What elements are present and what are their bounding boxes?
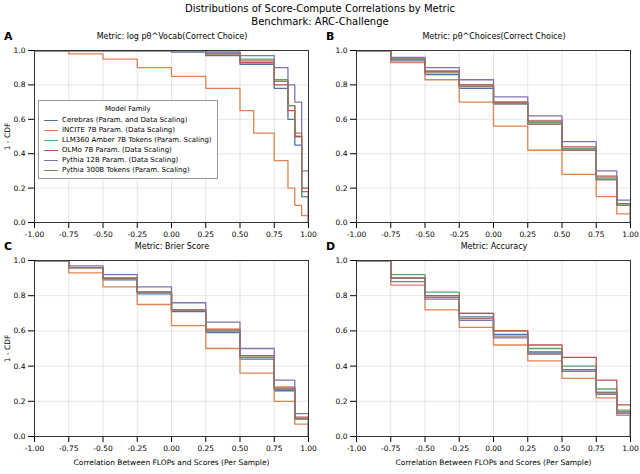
svg-text:0.00: 0.00	[485, 230, 502, 239]
svg-text:-0.75: -0.75	[381, 444, 401, 453]
html-text:Pythia 12B Param. (Data Scalin: Pythia 12B Param. (Data Scaling)	[62, 156, 179, 164]
svg-text:0.50: 0.50	[232, 230, 249, 239]
svg-text:-0.75: -0.75	[59, 444, 79, 453]
svg-text:-0.25: -0.25	[128, 444, 148, 453]
svg-text:0.2: 0.2	[336, 184, 348, 193]
svg-text:0.25: 0.25	[197, 230, 214, 239]
svg-text:0.50: 0.50	[554, 230, 571, 239]
svg-text:1.00: 1.00	[300, 230, 317, 239]
svg-text:-1.00: -1.00	[25, 230, 45, 239]
svg-text:0.6: 0.6	[336, 115, 348, 124]
svg-text:0.8: 0.8	[14, 291, 26, 300]
svg-text:0.4: 0.4	[14, 362, 26, 371]
svg-text:0.75: 0.75	[266, 230, 283, 239]
svg-text:0.75: 0.75	[266, 444, 283, 453]
svg-text:-0.25: -0.25	[450, 444, 470, 453]
html-text:LLM360 Amber 7B Tokens (Param.: LLM360 Amber 7B Tokens (Param. Scaling)	[62, 136, 212, 144]
svg-text:0.0: 0.0	[336, 432, 348, 441]
html-text:Metric: Brier Score: Metric: Brier Score	[134, 242, 210, 251]
svg-text:0.00: 0.00	[163, 444, 180, 453]
html-text:Pythia 300B Tokens (Param. Sca: Pythia 300B Tokens (Param. Scaling)	[62, 166, 190, 174]
svg-text:0.50: 0.50	[554, 444, 571, 453]
svg-text:1.0: 1.0	[14, 256, 26, 265]
html-text:Cerebras (Param. and Data Scal: Cerebras (Param. and Data Scaling)	[62, 116, 188, 124]
svg-text:1.0: 1.0	[336, 46, 348, 55]
svg-text:-0.25: -0.25	[450, 230, 470, 239]
svg-text:0.25: 0.25	[197, 444, 214, 453]
svg-text:0.75: 0.75	[588, 444, 605, 453]
svg-text:Correlation Between FLOPs and: Correlation Between FLOPs and Scores (Pe…	[74, 458, 270, 467]
html-text:Metric: pθ^Choices(Correct Cho: Metric: pθ^Choices(Correct Choice)	[422, 32, 566, 41]
svg-text:1.00: 1.00	[300, 444, 317, 453]
svg-text:0.6: 0.6	[14, 115, 26, 124]
svg-text:0.2: 0.2	[336, 397, 348, 406]
svg-text:0.4: 0.4	[336, 362, 348, 371]
html-text:A: A	[4, 30, 13, 43]
html-text:Benchmark: ARC-Challenge: Benchmark: ARC-Challenge	[251, 16, 389, 27]
svg-text:-0.25: -0.25	[128, 230, 148, 239]
svg-text:-0.75: -0.75	[381, 230, 401, 239]
svg-text:-0.50: -0.50	[415, 444, 435, 453]
svg-text:0.25: 0.25	[519, 444, 536, 453]
svg-text:0.50: 0.50	[232, 444, 249, 453]
svg-text:0.0: 0.0	[14, 218, 26, 227]
svg-text:1.00: 1.00	[622, 230, 639, 239]
svg-text:0.2: 0.2	[14, 184, 26, 193]
svg-text:1 - CDF: 1 - CDF	[3, 335, 12, 363]
svg-text:0.25: 0.25	[519, 230, 536, 239]
svg-text:-0.50: -0.50	[415, 230, 435, 239]
html-text:Distributions of Score-Compute: Distributions of Score-Compute Correlati…	[185, 3, 455, 14]
html-text:B: B	[326, 30, 335, 43]
svg-text:1.0: 1.0	[336, 256, 348, 265]
svg-text:-0.50: -0.50	[93, 444, 113, 453]
svg-text:1.0: 1.0	[14, 46, 26, 55]
svg-text:0.8: 0.8	[14, 80, 26, 89]
html-text:Metric: log pθ^Vocab(Correct C: Metric: log pθ^Vocab(Correct Choice)	[96, 32, 248, 41]
svg-text:0.00: 0.00	[485, 444, 502, 453]
html-text:D: D	[326, 240, 336, 253]
svg-text:1 - CDF: 1 - CDF	[3, 123, 12, 151]
svg-text:0.4: 0.4	[14, 149, 26, 158]
svg-text:0.0: 0.0	[336, 218, 348, 227]
svg-text:0.6: 0.6	[14, 326, 26, 335]
svg-text:-0.50: -0.50	[93, 230, 113, 239]
html-text:OLMo 7B Param. (Data Scaling): OLMo 7B Param. (Data Scaling)	[62, 146, 172, 154]
html-text:Model Family: Model Family	[104, 105, 151, 113]
html-text:Metric: Accuracy: Metric: Accuracy	[460, 242, 528, 251]
svg-text:Correlation Between FLOPs and: Correlation Between FLOPs and Scores (Pe…	[396, 458, 592, 467]
svg-text:-1.00: -1.00	[347, 230, 367, 239]
html-text:INCITE 7B Param. (Data Scaling: INCITE 7B Param. (Data Scaling)	[62, 126, 175, 134]
svg-text:0.6: 0.6	[336, 326, 348, 335]
svg-text:0.8: 0.8	[336, 291, 348, 300]
html-text:C: C	[4, 240, 13, 253]
svg-text:0.00: 0.00	[163, 230, 180, 239]
svg-text:0.2: 0.2	[14, 397, 26, 406]
svg-text:0.75: 0.75	[588, 230, 605, 239]
svg-text:0.4: 0.4	[336, 149, 348, 158]
svg-text:0.8: 0.8	[336, 80, 348, 89]
svg-text:-1.00: -1.00	[347, 444, 367, 453]
svg-text:-1.00: -1.00	[25, 444, 45, 453]
svg-text:-0.75: -0.75	[59, 230, 79, 239]
svg-text:1.00: 1.00	[622, 444, 639, 453]
svg-text:0.0: 0.0	[14, 432, 26, 441]
